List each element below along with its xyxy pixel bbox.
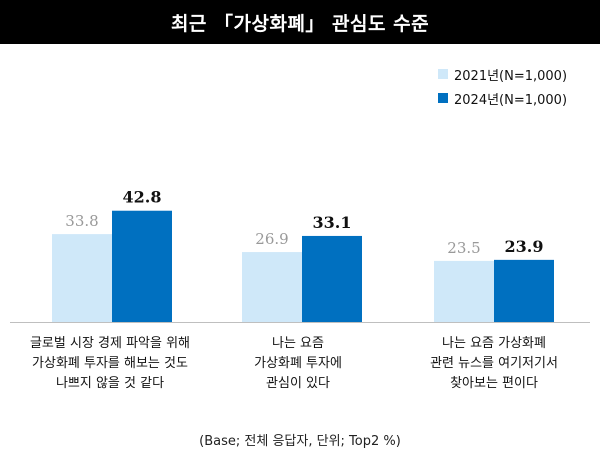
category-label-3: 나는 요즘 가상화폐 관련 뉴스를 여기저기서 찾아보는 편이다 [430,336,558,391]
footnote: (Base; 전체 응답자, 단위; Top2 %) [199,434,401,449]
legend-swatch-2021 [438,69,448,79]
chart-title: 최근 「가상화폐」 관심도 수준 [170,12,430,35]
data-label-2024-cat3: 23.9 [505,237,544,256]
legend-label-2024: 2024년(N=1,000) [454,92,568,108]
data-label-2021-cat2: 26.9 [255,230,288,248]
legend: 2021년(N=1,000) 2024년(N=1,000) [438,62,567,110]
data-label-2021-cat3: 23.5 [447,239,480,257]
category-label-2: 나는 요즘 가상화폐 투자에 관심이 있다 [254,336,342,391]
title-bar: 최근 「가상화폐」 관심도 수준 [0,0,600,44]
legend-swatch-2024 [438,93,448,103]
data-label-2024-cat2: 33.1 [313,213,352,232]
legend-label-2021: 2021년(N=1,000) [454,68,568,84]
legend-item-2021: 2021년(N=1,000) [438,62,567,86]
bar-2024-cat3 [494,259,554,322]
data-label-2024-cat1: 42.8 [123,188,162,207]
legend-item-2024: 2024년(N=1,000) [438,86,567,110]
bar-2024-cat1 [112,210,172,322]
bar-2021-cat1 [52,234,112,322]
bar-2024-cat2 [302,235,362,322]
bar-2021-cat2 [242,252,302,322]
data-label-2021-cat1: 33.8 [65,212,98,230]
bar-2021-cat3 [434,260,494,322]
category-label-1: 글로벌 시장 경제 파악을 위해 가상화폐 투자를 해보는 것도 나쁘지 않을 … [29,336,191,391]
